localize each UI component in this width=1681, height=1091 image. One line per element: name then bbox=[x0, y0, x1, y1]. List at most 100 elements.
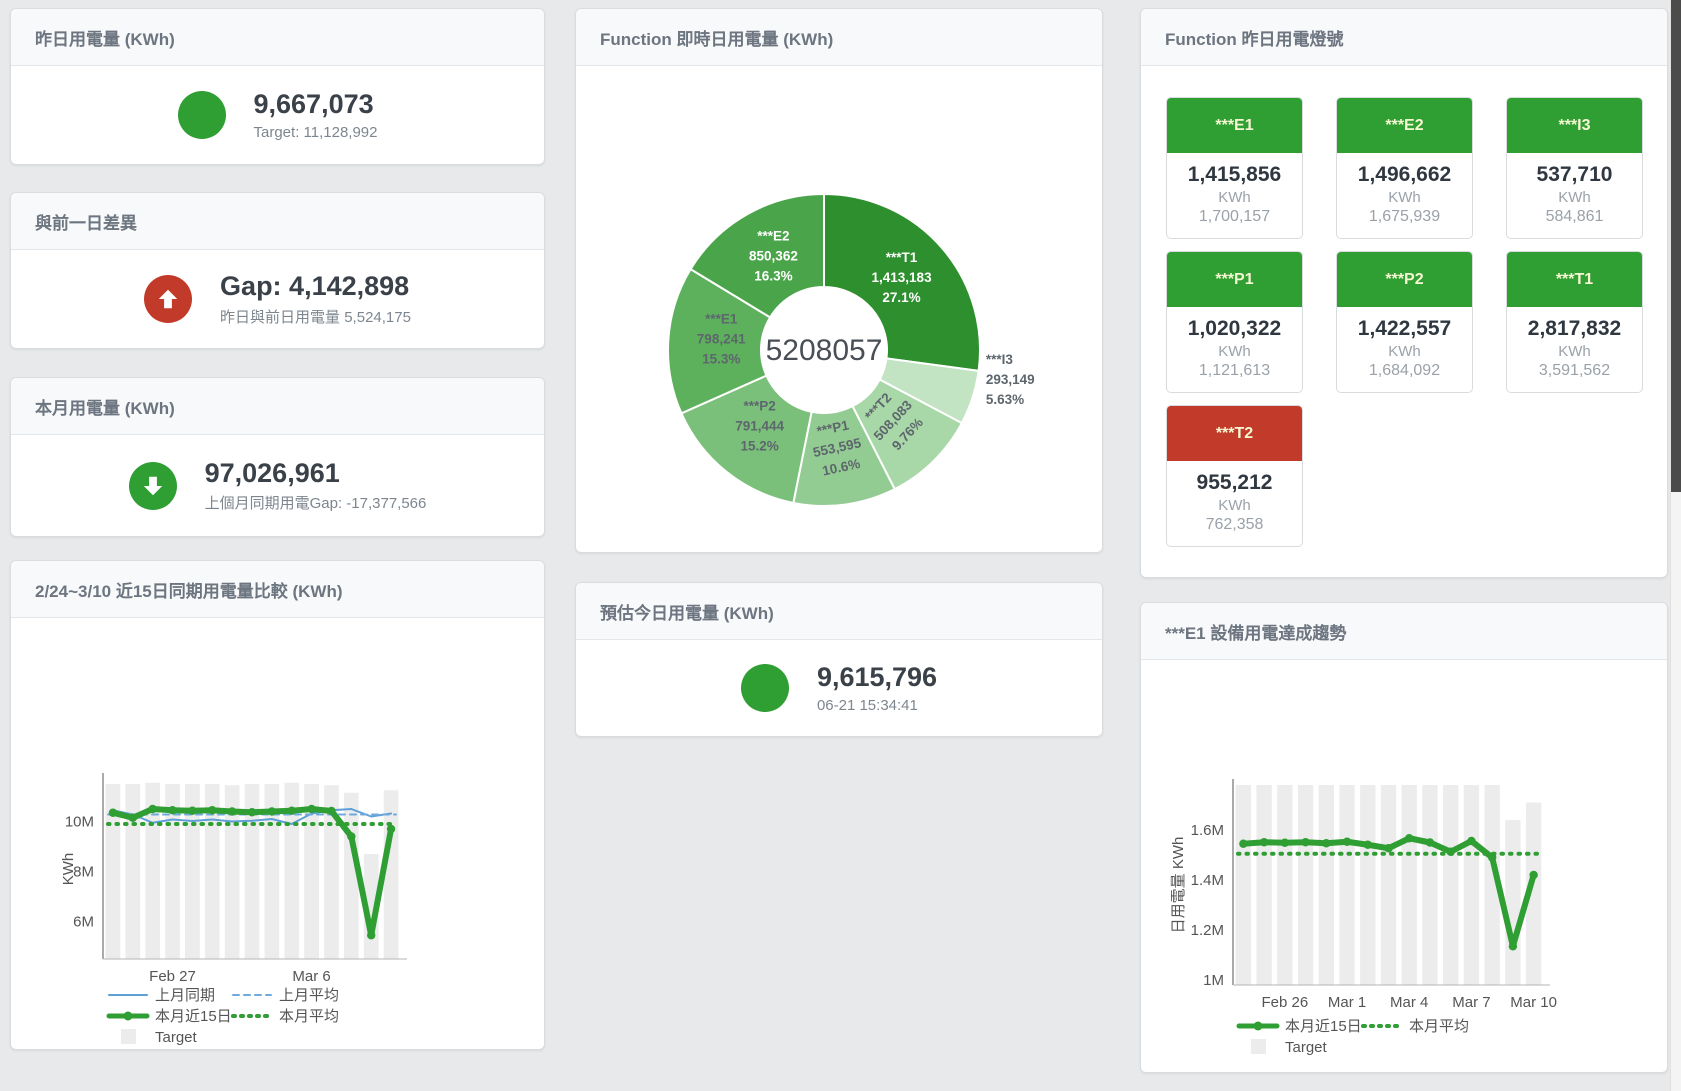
x-axis-tick: Mar 1 bbox=[1328, 994, 1366, 1011]
target-bar[interactable] bbox=[165, 784, 180, 959]
data-point-marker[interactable] bbox=[1322, 839, 1331, 848]
target-bar[interactable] bbox=[1401, 785, 1417, 985]
target-bar[interactable] bbox=[1256, 785, 1272, 985]
target-bar[interactable] bbox=[244, 784, 260, 959]
data-point-marker[interactable] bbox=[148, 804, 157, 814]
target-bar[interactable] bbox=[1277, 785, 1293, 985]
tile-target-value: 1,675,939 bbox=[1368, 208, 1441, 225]
y-axis-tick: 6M bbox=[73, 914, 94, 931]
data-point-marker[interactable] bbox=[247, 808, 257, 817]
legend-item-label[interactable]: 上月平均 bbox=[279, 987, 339, 1004]
legend-item-label[interactable]: 本月平均 bbox=[1409, 1018, 1469, 1035]
target-bar[interactable] bbox=[1360, 785, 1376, 985]
tile-unit-label: KWh bbox=[1218, 189, 1251, 206]
target-bar[interactable] bbox=[1463, 785, 1480, 985]
data-point-marker[interactable] bbox=[1384, 844, 1393, 853]
tile-target-value: 1,684,092 bbox=[1368, 362, 1441, 379]
data-point-marker[interactable] bbox=[108, 808, 118, 817]
target-bar[interactable] bbox=[1235, 785, 1252, 985]
data-point-marker[interactable] bbox=[1425, 838, 1435, 847]
target-bar[interactable] bbox=[304, 784, 319, 959]
target-bar[interactable] bbox=[264, 784, 280, 959]
data-point-marker[interactable] bbox=[307, 804, 316, 814]
tile-unit-label: KWh bbox=[1558, 343, 1591, 360]
legend-item-label[interactable]: 本月近15日 bbox=[155, 1008, 232, 1025]
pie-slice-E1[interactable] bbox=[667, 267, 772, 415]
status-tiles-grid: ***E1 1,415,856 KWh 1,700,157 ***E2 1,496,662… bbox=[1141, 66, 1667, 578]
target-bar[interactable] bbox=[324, 785, 339, 959]
data-point-marker[interactable] bbox=[1363, 840, 1372, 849]
target-bar[interactable] bbox=[204, 784, 220, 959]
data-point-marker[interactable] bbox=[188, 806, 197, 815]
data-point-marker[interactable] bbox=[1405, 834, 1414, 843]
vertical-scrollbar[interactable] bbox=[1670, 0, 1681, 1091]
pie-slice-T1[interactable] bbox=[823, 192, 981, 372]
data-point-marker[interactable] bbox=[367, 931, 376, 940]
yesterday-value: 9,667,073 bbox=[253, 89, 374, 120]
target-bar[interactable] bbox=[284, 782, 300, 959]
target-bar[interactable] bbox=[1380, 785, 1397, 985]
scrollbar-thumb[interactable] bbox=[1671, 0, 1681, 492]
data-point-marker[interactable] bbox=[128, 813, 137, 822]
target-bar[interactable] bbox=[1484, 785, 1500, 985]
data-point-marker[interactable] bbox=[1280, 838, 1290, 847]
data-point-marker[interactable] bbox=[1301, 838, 1310, 847]
target-bar[interactable] bbox=[185, 784, 200, 959]
target-bar[interactable] bbox=[1318, 785, 1334, 985]
data-point-marker[interactable] bbox=[386, 824, 396, 834]
target-bar[interactable] bbox=[1443, 785, 1459, 985]
data-point-marker[interactable] bbox=[1529, 870, 1538, 880]
tile-unit-label: KWh bbox=[1388, 189, 1421, 206]
card-donut-title: Function 即時日用電量 (KWh) bbox=[576, 9, 1102, 66]
legend-swatch-target[interactable] bbox=[121, 1029, 136, 1044]
data-point-marker[interactable] bbox=[227, 807, 237, 816]
legend-item-label[interactable]: Target bbox=[155, 1029, 198, 1046]
series-line[interactable] bbox=[111, 808, 393, 825]
tile-target-value: 584,861 bbox=[1545, 208, 1604, 225]
status-tile-T1: ***T1 2,817,832 KWh 3,591,562 bbox=[1506, 251, 1643, 393]
status-circle-icon bbox=[177, 91, 226, 139]
target-bar[interactable] bbox=[383, 790, 399, 959]
data-point-marker[interactable] bbox=[1259, 838, 1269, 847]
data-point-marker[interactable] bbox=[168, 806, 177, 815]
data-point-marker[interactable] bbox=[327, 806, 336, 816]
data-point-marker[interactable] bbox=[267, 807, 277, 816]
target-bar[interactable] bbox=[125, 784, 141, 959]
pie-slice-P2[interactable] bbox=[680, 374, 813, 505]
data-point-marker[interactable] bbox=[347, 832, 356, 841]
x-axis-tick: Feb 26 bbox=[1261, 994, 1308, 1011]
target-bar[interactable] bbox=[1525, 802, 1542, 986]
y-axis-tick: 1M bbox=[1203, 972, 1224, 989]
legend-item-label[interactable]: 上月同期 bbox=[155, 987, 215, 1004]
tile-body: 1,496,662 KWh 1,675,939 bbox=[1337, 153, 1472, 238]
card-day-gap-title: 與前一日差異 bbox=[11, 193, 544, 250]
target-bar[interactable] bbox=[1422, 785, 1438, 985]
data-point-marker[interactable] bbox=[287, 806, 296, 815]
legend-item-label[interactable]: Target bbox=[1285, 1039, 1328, 1056]
legend-item-label[interactable]: 本月平均 bbox=[279, 1008, 339, 1025]
tile-target-value: 1,121,613 bbox=[1198, 362, 1271, 379]
donut-chart-canvas[interactable]: ***T1 1,413,183 27.1%***I3 293,149 5.63%***T… bbox=[576, 66, 1102, 554]
target-bar[interactable] bbox=[105, 784, 121, 959]
data-point-marker[interactable] bbox=[1342, 837, 1352, 846]
pie-slice-E2[interactable] bbox=[689, 192, 825, 319]
target-bar[interactable] bbox=[1505, 820, 1521, 985]
target-bar[interactable] bbox=[145, 782, 161, 959]
trend-chart-canvas[interactable]: 1M 1.2M 1.4M 1.6M Feb 26 Mar 1 Mar 4 Mar 7 Mar 1… bbox=[1141, 660, 1667, 1074]
legend-swatch-target[interactable] bbox=[1251, 1039, 1266, 1054]
data-point-marker[interactable] bbox=[1467, 836, 1476, 846]
target-bar[interactable] bbox=[224, 785, 240, 959]
legend-item-label[interactable]: 本月近15日 bbox=[1285, 1018, 1362, 1035]
target-bar[interactable] bbox=[363, 854, 379, 959]
tile-header-label: ***E1 bbox=[1167, 98, 1302, 153]
data-point-marker[interactable] bbox=[1239, 839, 1248, 848]
tile-target-value: 1,700,157 bbox=[1198, 208, 1271, 225]
target-bar[interactable] bbox=[1339, 785, 1355, 985]
pie-slice-label: ***E2 850,362 16.3% bbox=[749, 228, 798, 283]
target-bar[interactable] bbox=[1297, 785, 1314, 985]
data-point-marker[interactable] bbox=[1508, 942, 1518, 951]
status-tile-E2: ***E2 1,496,662 KWh 1,675,939 bbox=[1336, 97, 1473, 239]
data-point-marker[interactable] bbox=[208, 806, 217, 815]
